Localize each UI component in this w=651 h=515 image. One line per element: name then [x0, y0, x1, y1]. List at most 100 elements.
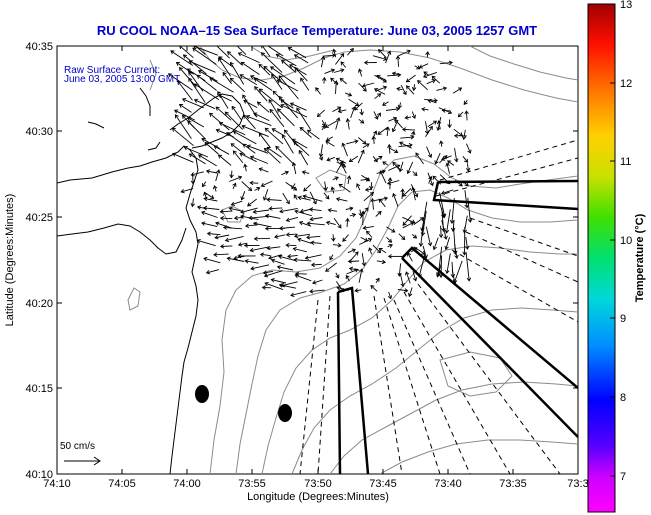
- current-vector: [378, 198, 386, 208]
- current-vector-head: [340, 68, 345, 73]
- current-vector-head: [201, 138, 206, 142]
- y-tick-label: 40:35: [25, 41, 53, 53]
- current-vector: [321, 119, 326, 126]
- current-vector-head: [287, 47, 292, 52]
- current-vector-head: [436, 273, 441, 278]
- current-vector-head: [275, 53, 280, 58]
- current-vector: [279, 207, 298, 213]
- current-vector-head: [354, 251, 359, 256]
- current-vector: [406, 85, 415, 95]
- current-vector-head: [263, 65, 268, 70]
- zone-boundary: [432, 179, 578, 211]
- current-vector-head: [354, 139, 359, 144]
- current-vector-head: [382, 161, 387, 166]
- current-vector: [189, 60, 216, 73]
- current-vector: [271, 279, 287, 284]
- current-vector-head: [436, 120, 442, 125]
- current-vector: [320, 144, 324, 157]
- current-vector: [386, 226, 396, 233]
- current-vector: [382, 101, 389, 106]
- current-vector: [412, 271, 417, 281]
- current-vector-head: [340, 162, 345, 167]
- current-vector-head: [285, 243, 290, 248]
- current-vector-head: [206, 231, 211, 237]
- current-vector: [172, 153, 194, 163]
- current-vector: [250, 264, 270, 270]
- current-vector: [267, 46, 284, 57]
- current-vector-head: [324, 124, 329, 129]
- current-vector-head: [335, 197, 341, 202]
- current-vector-head: [358, 212, 363, 217]
- current-vector: [305, 254, 322, 259]
- current-vector: [421, 108, 429, 111]
- current-vector-head: [203, 191, 208, 196]
- current-vector-head: [190, 180, 196, 185]
- current-vector-head: [312, 280, 317, 285]
- current-vector-head: [309, 216, 314, 222]
- current-vector-head: [217, 93, 223, 99]
- current-vector: [347, 118, 350, 130]
- current-vector: [397, 56, 400, 67]
- current-vector-head: [217, 90, 222, 96]
- current-vector: [287, 254, 298, 257]
- current-vector-head: [278, 225, 284, 231]
- current-vector-head: [445, 269, 450, 275]
- current-vector-head: [290, 292, 295, 298]
- current-vector-head: [394, 118, 399, 124]
- colorbar-tick-label: 13: [620, 0, 632, 11]
- current-vector-head: [188, 71, 193, 76]
- current-vector-head: [392, 161, 397, 166]
- zone-boundary-dashed: [451, 249, 578, 323]
- current-vector: [216, 46, 230, 59]
- current-vector: [336, 287, 350, 291]
- current-vector-head: [173, 109, 179, 114]
- current-vector: [209, 112, 230, 131]
- current-vector-head: [281, 134, 286, 139]
- depth-contour: [209, 155, 578, 474]
- current-vector: [268, 254, 282, 259]
- current-vector-head: [440, 190, 446, 195]
- current-vector-head: [397, 104, 403, 109]
- current-vector-head: [243, 163, 248, 168]
- current-vector-head: [232, 182, 237, 187]
- current-vector-head: [242, 143, 247, 148]
- current-vector-head: [404, 288, 409, 293]
- current-vector: [385, 108, 400, 111]
- current-vector-head: [278, 283, 283, 288]
- current-vector-head: [422, 73, 428, 79]
- current-vector-head: [340, 53, 345, 58]
- current-vector: [362, 82, 375, 87]
- current-vector-head: [348, 266, 354, 272]
- current-vector-head: [368, 247, 373, 252]
- scale-label: 50 cm/s: [60, 441, 95, 452]
- current-vector-head: [427, 242, 433, 247]
- current-vector-head: [280, 282, 285, 288]
- y-tick-label: 40:10: [25, 469, 53, 481]
- current-vector-head: [443, 235, 448, 240]
- current-vector: [388, 147, 398, 153]
- current-vector: [355, 289, 362, 292]
- current-vector-head: [396, 164, 401, 169]
- current-vector-head: [400, 188, 405, 193]
- current-vector: [467, 197, 471, 223]
- current-vector-head: [310, 240, 315, 245]
- depth-contour: [469, 46, 578, 81]
- current-vector-head: [378, 198, 383, 203]
- current-vector: [224, 111, 244, 130]
- depth-contour: [329, 381, 578, 474]
- current-vector-head: [370, 285, 375, 290]
- depth-contour: [199, 46, 578, 103]
- current-vector: [258, 132, 271, 148]
- current-vector: [345, 207, 353, 210]
- current-vector: [373, 136, 375, 144]
- current-vector: [321, 125, 326, 131]
- coast-line: [57, 145, 199, 474]
- current-vector: [269, 207, 283, 210]
- current-vector: [447, 160, 455, 166]
- current-vector: [358, 82, 367, 92]
- current-vector-head: [397, 72, 402, 78]
- current-vector-head: [250, 266, 255, 271]
- current-vector-head: [402, 192, 407, 197]
- current-vector: [259, 168, 269, 173]
- current-vector-head: [421, 107, 426, 112]
